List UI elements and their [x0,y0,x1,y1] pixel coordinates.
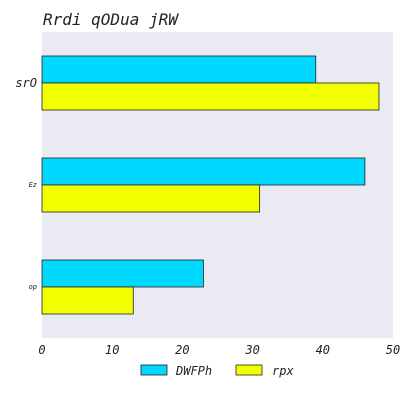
legend: DWFPh rpx [140,364,294,378]
category-label-Ez: Ez [29,181,37,189]
bars-group [41,55,380,315]
x-tick-0: 0 [38,343,45,357]
bar-Ez-series-1 [41,184,261,213]
x-tick-labels: 0 10 20 30 40 50 [38,343,400,357]
bar-op-series-1 [41,286,134,315]
x-tick-50: 50 [386,343,400,357]
x-tick-30: 30 [244,343,259,357]
category-label-op: op [29,283,37,291]
legend-swatch-series-1 [235,364,263,376]
x-tick-20: 20 [175,343,189,357]
category-labels: srO Ez op [15,76,37,291]
legend-label-series-0: DWFPh [175,364,212,378]
x-tick-40: 40 [316,343,330,357]
bar-srO-series-1 [41,82,380,111]
category-label-srO: srO [15,76,37,90]
bar-srO-series-0 [41,55,317,84]
bar-Ez-series-0 [41,157,366,186]
legend-swatch-series-0 [140,364,168,376]
legend-label-series-1: rpx [272,364,294,378]
x-tick-10: 10 [105,343,119,357]
bar-op-series-0 [41,259,204,288]
chart-title: Rrdi qODua jRW [43,10,179,29]
